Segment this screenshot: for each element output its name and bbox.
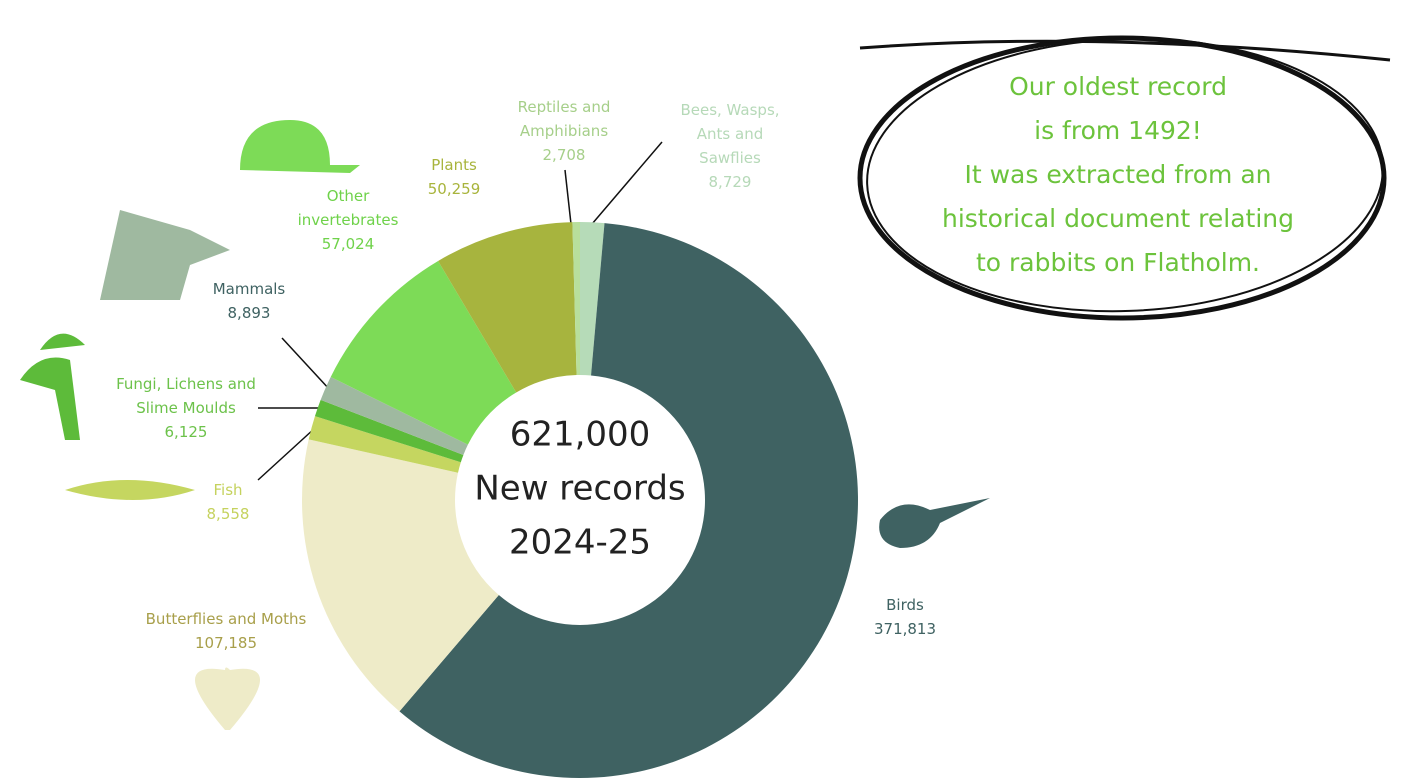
value-label: 8,729 [708,173,752,191]
leader-line [257,427,316,481]
category-label: Fish 8,558 [168,478,288,526]
snail-icon [240,120,360,173]
donut-slice [580,222,605,376]
value-label: 8,893 [227,304,271,322]
donut-slice [438,222,577,393]
value-label: 371,813 [873,620,937,638]
bird-icon [879,498,990,548]
value-label: 2,708 [542,146,586,164]
annotation-text: Our oldest record [1009,72,1227,101]
category-name: Mammals [212,280,286,298]
category-label: Bees, Wasps, Ants and Sawflies 8,729 [665,98,795,194]
annotation-text: It was extracted from an [964,160,1271,189]
category-name: Other invertebrates [297,187,399,229]
callout-stroke [859,39,1391,62]
annotation-text: is from 1492! [1034,116,1202,145]
donut-slice [399,223,858,779]
fungi-icon [20,333,85,440]
leader-line [281,337,331,391]
callout-outline [857,35,1387,321]
center-text: 2024-25 [509,523,651,563]
category-name: Fish [213,481,243,499]
value-label: 57,024 [321,235,375,253]
category-label: Other invertebrates 57,024 [293,184,403,256]
donut-slice [572,222,580,376]
donut-slice [308,416,461,473]
callout-bubble [857,35,1391,321]
leader-line [591,141,663,225]
category-label: Birds 371,813 [845,593,965,641]
category-label: Fungi, Lichens and Slime Moulds 6,125 [96,372,276,444]
donut-slice [314,399,464,463]
value-label: 50,259 [427,180,481,198]
value-label: 8,558 [206,505,250,523]
fox-icon [100,210,230,300]
category-label: Plants 50,259 [394,153,514,201]
center-text: New records [474,469,685,509]
category-name: Plants [431,156,477,174]
icons [20,120,990,730]
leader-lines [257,141,663,481]
category-label: Mammals 8,893 [189,277,309,325]
value-label: 107,185 [194,634,258,652]
category-name: Fungi, Lichens and Slime Moulds [116,375,256,417]
fish-icon [65,480,195,500]
category-name: Birds [886,596,924,614]
annotation-text: historical document relating [942,204,1294,233]
category-name: Reptiles and Amphibians [517,98,611,140]
category-name: Bees, Wasps, Ants and Sawflies [680,101,780,167]
donut-slice [320,376,468,455]
category-label: Butterflies and Moths 107,185 [116,607,336,655]
category-label: Reptiles and Amphibians 2,708 [499,95,629,167]
category-name: Butterflies and Moths [145,610,307,628]
center-text: 621,000 [510,415,651,455]
annotation-text: to rabbits on Flatholm. [976,248,1260,277]
leader-line [564,169,572,225]
donut-slice [302,439,499,712]
callout-outline [866,37,1384,313]
value-label: 6,125 [164,423,208,441]
butterfly-icon [195,667,260,730]
donut-slice [330,260,517,445]
